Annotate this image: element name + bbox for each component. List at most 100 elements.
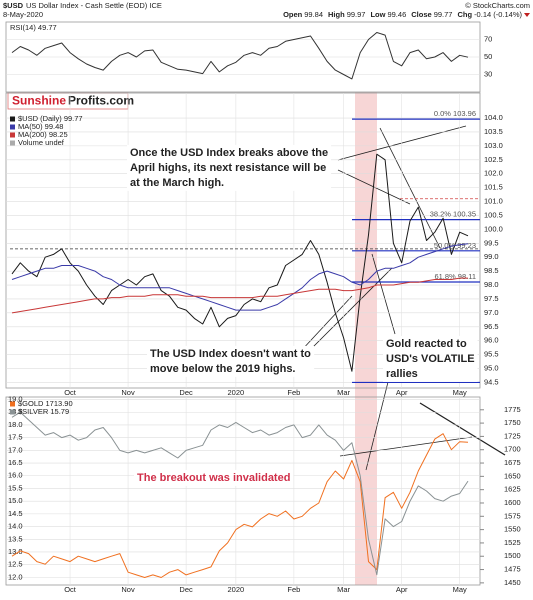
- y-tick-label: 99.0: [484, 252, 499, 261]
- series-line: [11, 411, 469, 576]
- y-tick-label: 101.5: [484, 183, 503, 192]
- x-tick-label: May: [453, 585, 467, 594]
- legend-swatch: [10, 401, 15, 407]
- series-line: [11, 277, 468, 314]
- x-tick-label: Dec: [179, 585, 193, 594]
- x-tick-label: Nov: [121, 585, 135, 594]
- gold-trendline: [419, 402, 506, 456]
- down-arrow: [524, 13, 530, 17]
- y-tick-label: 30: [484, 69, 492, 78]
- annotation: The breakout was invalidated: [134, 469, 294, 486]
- y-tick-label: 12.5: [8, 560, 23, 569]
- annotation-text: Once the USD Index breaks above the: [130, 147, 328, 159]
- quote-label: Low: [370, 10, 385, 19]
- pointer-line: [299, 295, 353, 353]
- y2-tick-label: 1550: [504, 525, 521, 534]
- x-tick-label: Dec: [179, 388, 193, 397]
- y-tick-label: 98.5: [484, 266, 499, 275]
- annotation-text: The USD Index doesn't want to: [150, 348, 311, 360]
- x-tick-label: Nov: [121, 388, 135, 397]
- y-tick-label: 13.0: [8, 547, 23, 556]
- x-tick-label: Oct: [64, 388, 77, 397]
- symbol: $USD: [3, 1, 24, 10]
- y2-tick-label: 1775: [504, 405, 521, 414]
- x-tick-label: Apr: [396, 585, 408, 594]
- x-tick-label: Oct: [64, 585, 77, 594]
- annotation: The USD Index doesn't want to move below …: [147, 345, 315, 377]
- y2-tick-label: 1700: [504, 445, 521, 454]
- y-tick-label: 101.0: [484, 197, 503, 206]
- legend-label: MA(200) 98.25: [18, 130, 68, 139]
- series-line: [11, 32, 469, 80]
- credit: © StockCharts.com: [465, 1, 530, 10]
- x-tick-label: May: [453, 388, 467, 397]
- y2-tick-label: 1500: [504, 551, 521, 560]
- legend-swatch: [10, 116, 15, 122]
- annotation-text: The breakout was invalidated: [137, 472, 290, 484]
- panel-title: RSI(14) 49.77: [10, 23, 57, 32]
- y-tick-label: 18.0: [8, 420, 23, 429]
- panel-frame: [5, 92, 481, 389]
- y-tick-label: 102.5: [484, 155, 503, 164]
- x-tick-label: Mar: [337, 388, 350, 397]
- quote-line: Open 99.84 High 99.97 Low 99.46 Close 99.77 Chg -…: [283, 10, 522, 19]
- y-tick-label: 13.5: [8, 534, 23, 543]
- annotation-text: April highs, its next resistance will be: [130, 162, 326, 174]
- y-tick-label: 100.0: [484, 224, 503, 233]
- fib-label: 0.0% 103.96: [434, 109, 476, 118]
- x-tick-label: 2020: [228, 388, 245, 397]
- x-tick-label: Feb: [287, 585, 300, 594]
- x-tick-label: Feb: [287, 388, 300, 397]
- annotation: Gold reacted to USD's VOLATILE rallies: [383, 335, 478, 382]
- highlight-band: [355, 92, 377, 585]
- y2-tick-label: 1725: [504, 431, 521, 440]
- legend-label: Volume undef: [18, 138, 65, 147]
- legend-label: $SILVER 15.79: [18, 407, 69, 416]
- y-tick-label: 103.5: [484, 127, 503, 136]
- y2-tick-label: 1525: [504, 538, 521, 547]
- pointer-line: [337, 169, 411, 205]
- y2-tick-label: 1575: [504, 511, 521, 520]
- y-tick-label: 16.0: [8, 471, 23, 480]
- quote-label: Close: [411, 10, 431, 19]
- change-value: -0.14 (-0.14%): [474, 10, 522, 19]
- legend-swatch: [10, 132, 15, 138]
- y-tick-label: 17.0: [8, 445, 23, 454]
- x-tick-label: 2020: [228, 585, 245, 594]
- y-tick-label: 103.0: [484, 141, 503, 150]
- y-tick-label: 94.5: [484, 377, 499, 386]
- quote-label: Open: [283, 10, 303, 19]
- y-tick-label: 95.5: [484, 350, 499, 359]
- x-tick-label: Apr: [396, 388, 408, 397]
- y-tick-label: 97.5: [484, 294, 499, 303]
- y-tick-label: 15.0: [8, 496, 23, 505]
- annotation-text: USD's VOLATILE: [386, 353, 475, 365]
- y-tick-label: 96.5: [484, 322, 499, 331]
- y-tick-label: 18.5: [8, 407, 23, 416]
- panel-frame: [5, 396, 481, 586]
- y-tick-label: 50: [484, 52, 492, 61]
- y2-tick-label: 1675: [504, 458, 521, 467]
- fib-label: 38.2% 100.35: [430, 210, 476, 219]
- date: 8-May-2020: [3, 10, 43, 19]
- annotation-text: rallies: [386, 368, 418, 380]
- y2-tick-label: 1625: [504, 485, 521, 494]
- y-tick-label: 98.0: [484, 280, 499, 289]
- y-tick-label: 104.0: [484, 113, 503, 122]
- annotation-box: [134, 469, 294, 486]
- legend-label: $USD (Daily) 99.77: [18, 114, 83, 123]
- y-tick-label: 14.0: [8, 522, 23, 531]
- legend-swatch: [10, 124, 15, 130]
- y-tick-label: 95.0: [484, 364, 499, 373]
- y-tick-label: 16.5: [8, 458, 23, 467]
- y-tick-label: 19.0: [8, 395, 23, 404]
- y-tick-label: 97.0: [484, 308, 499, 317]
- y-tick-label: 17.5: [8, 433, 23, 442]
- logo-suffix: Profits.com: [68, 94, 134, 108]
- y-tick-label: 96.0: [484, 336, 499, 345]
- breakout-line: [339, 436, 473, 457]
- y-tick-label: 70: [484, 34, 492, 43]
- y2-tick-label: 1650: [504, 471, 521, 480]
